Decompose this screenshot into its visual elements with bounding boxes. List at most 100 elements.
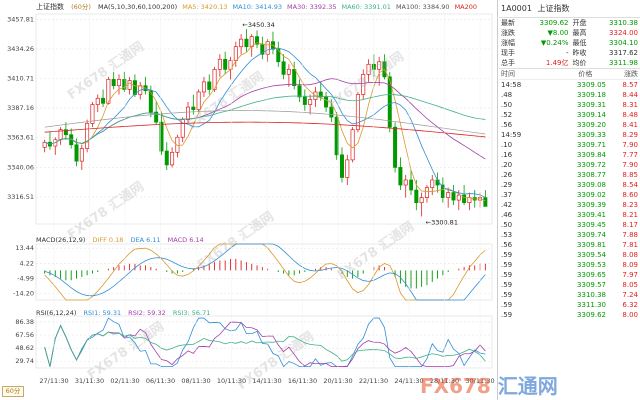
tick-change: 7.90: [622, 161, 638, 169]
tick-row[interactable]: .50 3309.45 8.17: [499, 220, 640, 230]
rsi1-value: RSI1: 59.31: [83, 309, 122, 317]
index-name: 上证指数: [36, 3, 64, 11]
rsi-legend: RSI(6,12,24) RSI1: 59.31 RSI2: 59.32 RSI…: [36, 309, 215, 317]
candle-body: [409, 179, 414, 191]
tick-time: .29: [501, 181, 513, 189]
tick-change: 7.90: [622, 141, 638, 149]
candle-body: [292, 68, 297, 87]
tick-row[interactable]: .56 3309.20 8.41: [499, 120, 640, 130]
tick-price: 3309.31: [577, 101, 606, 109]
tick-row[interactable]: .59 3309.53 8.09: [499, 260, 640, 270]
tick-change: 8.41: [622, 121, 638, 129]
rsi-tick-label: 48.62: [15, 344, 34, 352]
tick-row[interactable]: 14:58 3309.05 8.57: [499, 80, 640, 90]
tick-row[interactable]: .16 3309.84 7.77: [499, 150, 640, 160]
tick-price: 3309.57: [577, 281, 606, 289]
tick-price: 3309.53: [577, 261, 606, 269]
tick-row[interactable]: .26 3308.77 8.85: [499, 170, 640, 180]
candle-body: [63, 129, 68, 136]
kline-chart-area[interactable]: 3457.81 3434.26 3410.71 3387.16 3363.61 3340.…: [0, 0, 498, 400]
quote-value: 3310.38: [609, 19, 638, 27]
low-annotation: ←3300.81: [426, 218, 458, 226]
candle-body: [239, 38, 244, 48]
tick-row[interactable]: .56 3309.81 7.81: [499, 240, 640, 250]
tick-change: 8.54: [622, 181, 638, 189]
candle-body: [196, 91, 201, 110]
macd-value: MACD 6.14: [167, 236, 204, 244]
tick-row[interactable]: .20 3309.72 7.90: [499, 160, 640, 170]
price-tick-label: 3316.51: [7, 193, 34, 201]
candle-body: [164, 150, 169, 166]
tick-change: 8.23: [622, 201, 638, 209]
candle-body: [207, 81, 212, 90]
candle-body: [159, 121, 164, 152]
tick-change: 8.08: [622, 251, 638, 259]
chart-canvas[interactable]: 3457.81 3434.26 3410.71 3387.16 3363.61 3340.…: [0, 0, 498, 400]
quote-label: 开盘: [572, 19, 587, 27]
price-tick-label: 3457.81: [7, 15, 34, 23]
tick-price: 3309.62: [577, 311, 606, 319]
candle-body: [255, 36, 260, 45]
quote-title: 1A0001 上证指数: [499, 0, 640, 18]
tick-row[interactable]: .50 3309.31 8.31: [499, 100, 640, 110]
candle-body: [419, 197, 424, 203]
tick-row[interactable]: .59 3309.57 8.05: [499, 280, 640, 290]
time-tick-label: 16/11:30: [288, 377, 317, 385]
tick-time: .56: [501, 241, 513, 249]
candle-body: [201, 81, 206, 93]
tick-row[interactable]: .59 3309.62 8.00: [499, 310, 640, 320]
tick-time: .59: [501, 311, 513, 319]
tick-price: 3309.08: [577, 181, 606, 189]
price-tick-label: 3363.61: [7, 134, 34, 142]
time-tick-label: 30/11:30: [465, 377, 494, 385]
tick-row[interactable]: .53 3309.74 7.88: [499, 230, 640, 240]
candle-body: [393, 126, 398, 168]
tick-price: 3311.30: [577, 301, 606, 309]
tick-change: 8.31: [622, 101, 638, 109]
ma-legend-item: MA10: 3414.93: [232, 3, 283, 11]
tick-time: .10: [501, 141, 513, 149]
price-tick-label: 3387.16: [7, 104, 34, 112]
tick-row[interactable]: 14:59 3309.33 8.29: [499, 130, 640, 140]
tick-price: 3309.84: [577, 151, 606, 159]
tick-price: 3309.20: [577, 121, 606, 129]
index-code: 1A0001: [501, 4, 532, 13]
candle-body: [456, 194, 461, 201]
tick-row[interactable]: .48 3309.18 8.44: [499, 90, 640, 100]
candle-body: [371, 63, 376, 70]
candle-body: [308, 99, 313, 105]
candle-body: [339, 154, 344, 178]
candle-body: [286, 68, 291, 75]
candle-body: [281, 61, 286, 75]
quote-value: -: [565, 49, 569, 57]
macd-legend: MACD(26,12,9) DIFF 0.18 DEA 6.11 MACD 6.…: [36, 236, 209, 244]
rsi-tick-label: 67.56: [15, 331, 34, 339]
tick-row[interactable]: .52 3309.14 8.48: [499, 110, 640, 120]
tick-row[interactable]: .29 3309.08 8.54: [499, 180, 640, 190]
tick-change: 8.48: [622, 111, 638, 119]
period-selector-button[interactable]: 60分: [2, 386, 24, 397]
tick-row[interactable]: .42 3309.39 8.23: [499, 200, 640, 210]
tick-change: 8.05: [622, 281, 638, 289]
tick-row[interactable]: .10 3309.71 7.90: [499, 140, 640, 150]
tick-time: .56: [501, 121, 513, 129]
candle-body: [361, 74, 366, 95]
ma-legend-item: MA30: 3392.35: [287, 3, 337, 11]
tick-row[interactable]: .59 3310.38 7.24: [499, 290, 640, 300]
time-tick-label: 31/11:30: [75, 377, 104, 385]
tick-row[interactable]: .59 3309.54 8.08: [499, 250, 640, 260]
time-tick-label: 08/11:30: [181, 377, 210, 385]
tick-row[interactable]: .37 3309.02 8.60: [499, 190, 640, 200]
tick-time: .46: [501, 211, 513, 219]
quote-label: 昨收: [572, 49, 587, 57]
tick-price: 3310.38: [577, 291, 606, 299]
tick-time: .59: [501, 291, 513, 299]
macd-tick-label: -14.20: [13, 290, 34, 298]
rsi3-value: RSI3: 56.71: [172, 309, 211, 317]
tick-row[interactable]: .46 3309.41 8.21: [499, 210, 640, 220]
quote-label: 涨幅: [501, 39, 515, 47]
ticks-list[interactable]: 14:58 3309.05 8.57 .48 3309.18 8.44 .50 3309.31…: [499, 80, 640, 320]
tick-change: 8.00: [622, 311, 638, 319]
tick-row[interactable]: .59 3309.65 7.97: [499, 270, 640, 280]
tick-row[interactable]: .59 3311.30 6.32: [499, 300, 640, 310]
